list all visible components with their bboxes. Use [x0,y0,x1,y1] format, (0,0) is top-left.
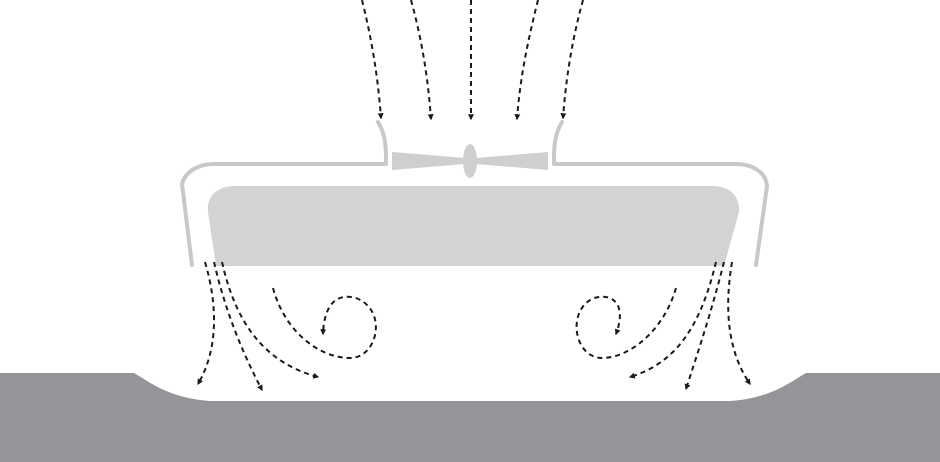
intake-airflow [361,0,584,121]
cushion-arrow [727,261,751,385]
cabin [207,186,740,266]
intake-arrow [410,0,434,121]
cushion-airflow [197,261,751,392]
hull-skirt [180,120,769,267]
cushion-arrow [628,261,717,379]
intake-arrow [514,0,539,121]
cushion-arrow [684,261,725,391]
lift-fan [392,144,548,178]
intake-arrow [361,0,384,120]
cushion-arrow [213,261,263,392]
intake-arrow [560,0,584,120]
cushion-arrow [575,287,677,360]
cushion-arrow [272,287,377,360]
cushion-arrow [221,261,320,379]
cushion-arrow [197,261,215,386]
ground [0,373,940,462]
